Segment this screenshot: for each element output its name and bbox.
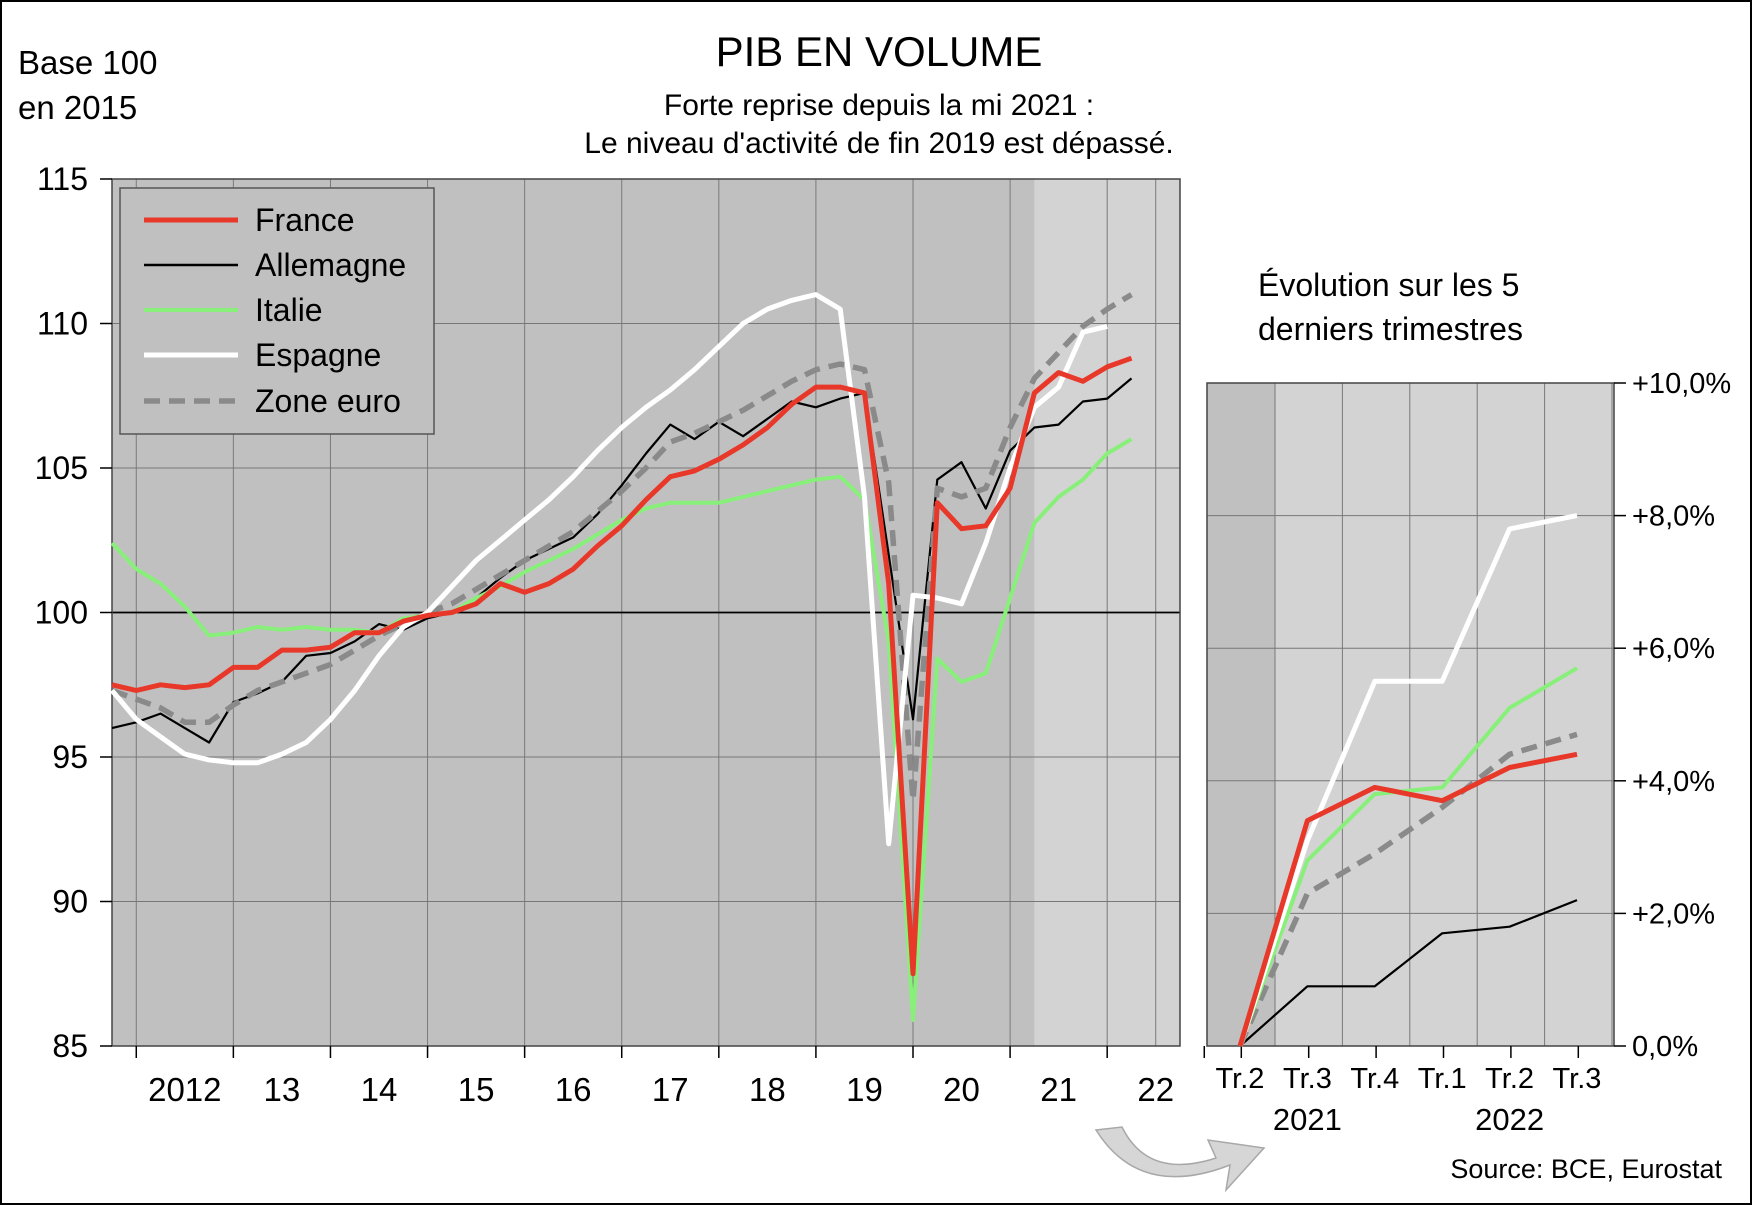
x-tick-label: 17 xyxy=(652,1071,689,1108)
inset-series-line-italie xyxy=(1238,666,1579,1047)
x-tick-label: 18 xyxy=(749,1071,786,1108)
y-tick-label: 110 xyxy=(37,306,88,342)
series-line-zone-euro xyxy=(111,292,1133,804)
y-tick-label: 115 xyxy=(37,161,88,197)
x-tick-label: 20 xyxy=(943,1071,980,1108)
inset-plot-frame xyxy=(1206,382,1615,1047)
legend-label-espagne: Espagne xyxy=(255,337,381,373)
x-tick-label: 15 xyxy=(458,1071,495,1108)
x-tick-label: 13 xyxy=(264,1071,301,1108)
series-line-italie xyxy=(110,437,1133,1022)
x-tick-label: 22 xyxy=(1137,1071,1174,1108)
inset-x-tick-label: Tr.2 xyxy=(1485,1063,1534,1095)
inset-year-label: 2022 xyxy=(1475,1102,1544,1137)
legend-label-zone-euro: Zone euro xyxy=(255,383,401,419)
inset-series-line-zone-euro xyxy=(1237,731,1578,1048)
inset-y-tick-label: +6,0% xyxy=(1632,633,1715,665)
base-label-line1: Base 100 xyxy=(18,44,157,81)
inset-series-line-allemagne xyxy=(1239,899,1578,1047)
legend-label-france: France xyxy=(255,202,355,238)
chart-title: PIB EN VOLUME xyxy=(716,28,1043,75)
chart-subtitle-line1: Forte reprise depuis la mi 2021 : xyxy=(664,89,1094,122)
y-tick-label: 85 xyxy=(52,1028,88,1064)
inset-x-tick-label: Tr.4 xyxy=(1350,1063,1399,1095)
inset-title-line1: Évolution sur les 5 xyxy=(1258,267,1519,303)
inset-y-tick-label: +10,0% xyxy=(1632,368,1731,400)
inset-y-tick-label: +2,0% xyxy=(1632,898,1715,930)
inset-y-tick-label: +4,0% xyxy=(1632,766,1715,798)
x-tick-label: 14 xyxy=(361,1071,398,1108)
inset-x-tick-label: Tr.2 xyxy=(1216,1063,1265,1095)
source-note: Source: BCE, Eurostat xyxy=(1450,1154,1722,1184)
inset-x-tick-label: Tr.3 xyxy=(1553,1063,1602,1095)
x-tick-label: 21 xyxy=(1040,1071,1077,1108)
curved-arrow-icon xyxy=(1094,1126,1266,1193)
y-tick-label: 100 xyxy=(35,595,88,631)
series-line-espagne xyxy=(110,292,1108,847)
y-tick-label: 95 xyxy=(52,739,88,775)
x-tick-label: 19 xyxy=(846,1071,883,1108)
x-tick-label: 16 xyxy=(555,1071,592,1108)
legend-label-italie: Italie xyxy=(255,292,323,328)
legend: France Allemagne Italie Espagne Zone eur… xyxy=(119,187,435,435)
inset-series-line-espagne xyxy=(1237,513,1578,1047)
inset-x-tick-label: Tr.3 xyxy=(1283,1063,1332,1095)
chart-subtitle-line2: Le niveau d'activité de fin 2019 est dép… xyxy=(584,127,1173,160)
series-line-france xyxy=(111,355,1133,977)
inset-plot-area: 0,0% +2,0% +4,0% +6,0% +8,0% +10,0% Tr.2 Tr.3 Tr… xyxy=(1206,368,1731,1137)
legend-label-allemagne: Allemagne xyxy=(255,247,406,283)
inset-y-tick-label: 0,0% xyxy=(1632,1031,1698,1063)
inset-year-label: 2021 xyxy=(1273,1102,1342,1137)
base-label-line2: en 2015 xyxy=(18,89,137,126)
inset-title-line2: derniers trimestres xyxy=(1258,311,1523,347)
inset-plot-shade-first xyxy=(1207,383,1275,1046)
y-tick-label: 90 xyxy=(52,884,88,920)
y-tick-label: 105 xyxy=(35,450,88,486)
inset-y-tick-label: +8,0% xyxy=(1632,501,1715,533)
x-tick-label: 2012 xyxy=(148,1071,221,1108)
inset-series-line-france xyxy=(1237,751,1578,1047)
inset-x-tick-label: Tr.1 xyxy=(1418,1063,1467,1095)
